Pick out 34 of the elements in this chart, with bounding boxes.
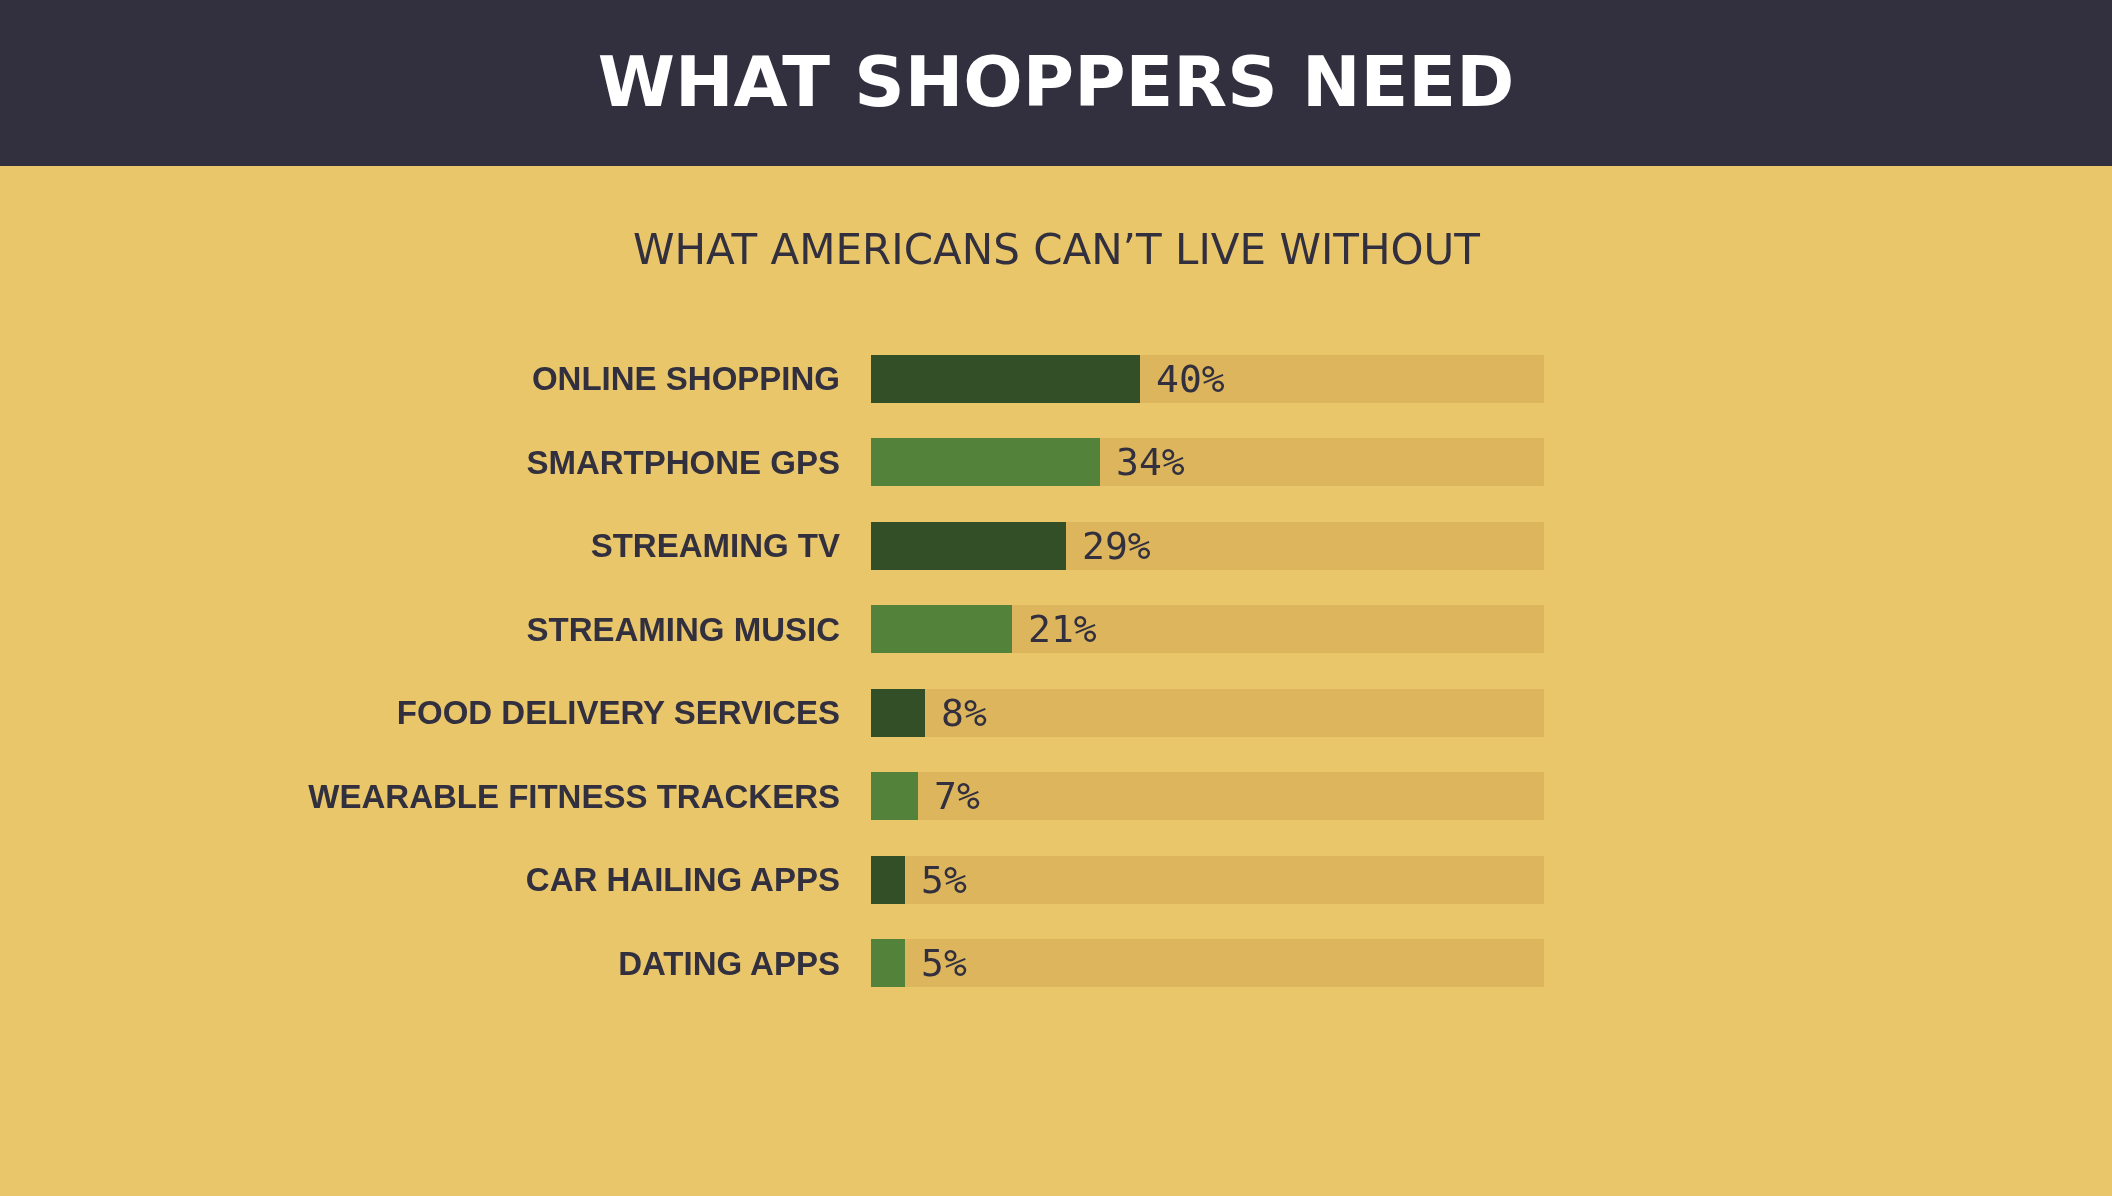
bar: [871, 689, 925, 737]
data-label: 5%: [921, 858, 967, 902]
bar: [1012, 605, 1544, 653]
data-label: 21%: [1028, 607, 1097, 651]
y-tick-label: DATING APPS: [618, 944, 840, 982]
bar: [918, 772, 1544, 820]
bar: [871, 438, 1100, 486]
bar: [871, 522, 1066, 570]
bar: [925, 689, 1544, 737]
data-label: 29%: [1082, 524, 1151, 568]
data-label: 40%: [1156, 357, 1225, 401]
y-tick-label: WEARABLE FITNESS TRACKERS: [308, 777, 840, 815]
y-tick-label: FOOD DELIVERY SERVICES: [396, 694, 840, 732]
chart-title: WHAT SHOPPERS NEED: [597, 40, 1515, 123]
y-tick-label: CAR HAILING APPS: [525, 861, 840, 899]
y-tick-label: SMARTPHONE GPS: [526, 443, 840, 481]
bar: [905, 856, 1544, 904]
y-tick-label: STREAMING MUSIC: [526, 610, 840, 648]
y-tick-label: STREAMING TV: [590, 527, 840, 565]
data-label: 7%: [934, 774, 980, 818]
data-label: 5%: [921, 941, 967, 985]
bar: [871, 939, 905, 987]
bar: [905, 939, 1544, 987]
bar: [1066, 522, 1544, 570]
bar: [871, 605, 1012, 653]
data-label: 8%: [941, 691, 987, 735]
chart-subtitle: WHAT AMERICANS CAN’T LIVE WITHOUT: [633, 225, 1481, 274]
bar: [871, 355, 1140, 403]
bar: [1100, 438, 1544, 486]
bar: [871, 856, 905, 904]
bar: [871, 772, 918, 820]
data-label: 34%: [1116, 440, 1185, 484]
bar: [1140, 355, 1544, 403]
y-tick-label: ONLINE SHOPPING: [531, 360, 840, 398]
